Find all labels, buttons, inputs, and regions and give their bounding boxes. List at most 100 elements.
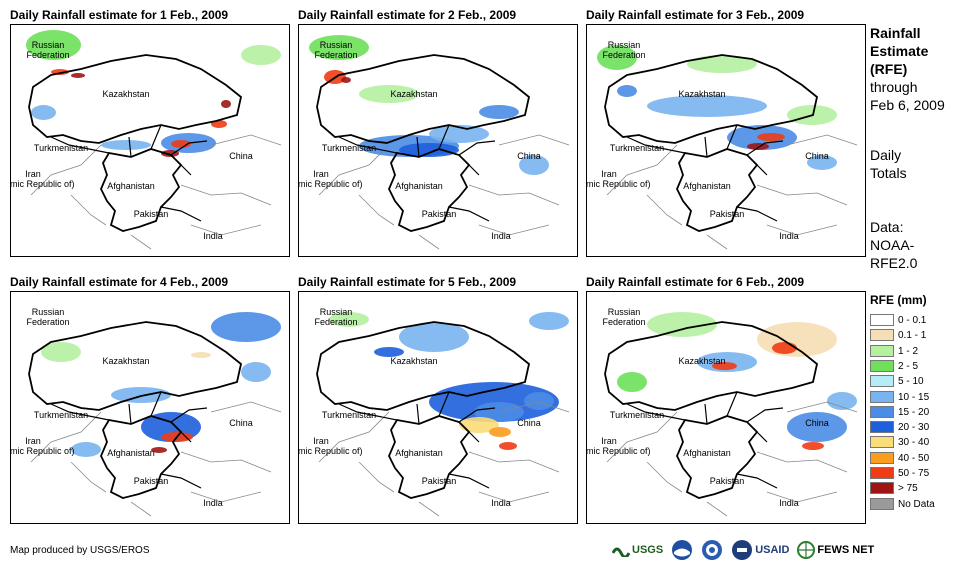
rainfall-area	[747, 143, 769, 150]
side-title: Rainfall Estimate (RFE) through Feb 6, 2…	[870, 24, 945, 114]
usgs-logo-text: USGS	[632, 544, 664, 556]
rainfall-area	[617, 85, 637, 97]
map-label-russia-2: Federation	[314, 50, 358, 60]
globe-icon	[797, 541, 816, 559]
map-label-iran-1: Iran	[601, 436, 617, 446]
side-title-1: Rainfall	[870, 25, 921, 41]
rainfall-area	[241, 45, 281, 65]
country-border	[338, 391, 496, 489]
map-panel-5: Russian Federation Kazakhstan Turkmenistan I…	[298, 291, 578, 524]
panel-title-4: Daily Rainfall estimate for 4 Feb., 2009	[10, 275, 229, 289]
rainfall-area	[827, 392, 857, 410]
legend-swatch	[870, 405, 894, 418]
map-label-pakistan: Pakistan	[421, 476, 457, 486]
region-border	[316, 321, 531, 411]
map-label-turkmenistan: Turkmenistan	[609, 143, 665, 153]
rainfall-area	[489, 427, 511, 437]
panel-title-5: Daily Rainfall estimate for 5 Feb., 2009	[298, 275, 517, 289]
map-label-turkmenistan: Turkmenistan	[321, 143, 377, 153]
map-label-russia-2: Federation	[602, 317, 646, 327]
map-label-india: India	[491, 231, 511, 241]
legend-swatch	[870, 451, 894, 464]
map-canvas	[604, 312, 858, 517]
region-border	[604, 54, 819, 144]
map-label-kazakhstan: Kazakhstan	[678, 89, 726, 99]
map-label-russia-2: Federation	[602, 50, 646, 60]
map-label-afghanistan: Afghanistan	[107, 448, 155, 458]
rainfall-area	[359, 85, 419, 103]
rainfall-area	[241, 362, 271, 382]
rainfall-area	[31, 105, 56, 120]
region-border	[604, 321, 819, 411]
rainfall-area	[687, 55, 757, 73]
map-label-russia-2: Federation	[26, 317, 70, 327]
side-daily: Daily	[870, 147, 902, 163]
legend-label: 50 - 75	[898, 468, 930, 479]
rainfall-area	[221, 100, 231, 108]
minor-border	[30, 134, 282, 250]
map-label-russia-2: Federation	[314, 317, 358, 327]
map-panel-2: Russian Federation Kazakhstan Turkmenistan I…	[298, 24, 578, 257]
map-label-iran-2: (Islamic Republic of)	[298, 179, 363, 189]
map-label-iran-2: (Islamic Republic of)	[298, 446, 363, 456]
legend-swatch	[870, 497, 894, 510]
rainfall-area	[71, 442, 101, 457]
rainfall-area	[309, 35, 369, 60]
map-canvas	[316, 312, 570, 517]
rainfall-area	[712, 362, 737, 370]
map-label-russia-1: Russian	[319, 40, 353, 50]
side-source: Data: NOAA- RFE2.0	[870, 218, 917, 272]
map-label-russia-1: Russian	[31, 307, 65, 317]
rainfall-area	[479, 105, 519, 119]
map-canvas	[28, 312, 282, 517]
legend-swatch	[870, 436, 894, 449]
map-label-pakistan: Pakistan	[133, 476, 169, 486]
panel-title-2: Daily Rainfall estimate for 2 Feb., 2009	[298, 8, 517, 22]
legend-swatch	[870, 390, 894, 403]
map-canvas	[597, 45, 858, 250]
minor-border	[606, 401, 858, 517]
legend-swatch	[870, 421, 894, 434]
map-label-turkmenistan: Turkmenistan	[321, 410, 377, 420]
map-label-pakistan: Pakistan	[421, 209, 457, 219]
logo-strip: USGS USAID FEWS NET	[612, 539, 874, 561]
rainfall-area	[787, 412, 847, 442]
country-border	[626, 124, 784, 222]
map-label-kazakhstan: Kazakhstan	[390, 89, 438, 99]
minor-border	[318, 401, 570, 517]
rainfall-area	[597, 45, 637, 70]
noaa-seal-icon	[672, 540, 693, 560]
rainfall-area	[151, 447, 167, 453]
rainfall-area	[211, 312, 281, 342]
rainfall-area	[697, 352, 757, 372]
map-label-afghanistan: Afghanistan	[683, 181, 731, 191]
rainfall-area	[524, 392, 554, 410]
map-label-india: India	[779, 498, 799, 508]
map-label-india: India	[203, 231, 223, 241]
map-label-china: China	[517, 418, 541, 428]
legend-label: 0 - 0.1	[898, 315, 927, 326]
rainfall-area	[26, 30, 81, 60]
legend-swatch	[870, 467, 894, 479]
map-label-kazakhstan: Kazakhstan	[102, 89, 150, 99]
side-totals-text: Totals	[870, 165, 907, 181]
map-label-iran-2: (Islamic Republic of)	[10, 446, 75, 456]
rainfall-area	[757, 133, 785, 141]
region-border	[28, 321, 243, 411]
map-label-russia-1: Russian	[31, 40, 65, 50]
legend-label: 5 - 10	[898, 376, 924, 388]
map-label-russia-1: Russian	[607, 307, 641, 317]
country-border	[626, 391, 784, 489]
map-canvas	[26, 30, 282, 250]
map-label-china: China	[229, 418, 253, 428]
map-label-kazakhstan: Kazakhstan	[102, 356, 150, 366]
country-border	[338, 124, 496, 222]
rainfall-area	[71, 73, 85, 78]
side-totals: Daily Totals	[870, 146, 907, 182]
country-border	[50, 124, 208, 222]
legend-label: > 75	[898, 483, 918, 495]
side-date: Feb 6, 2009	[870, 97, 945, 113]
panel-title-6: Daily Rainfall estimate for 6 Feb., 2009	[586, 275, 805, 289]
map-label-iran-1: Iran	[313, 436, 329, 446]
map-label-india: India	[779, 231, 799, 241]
